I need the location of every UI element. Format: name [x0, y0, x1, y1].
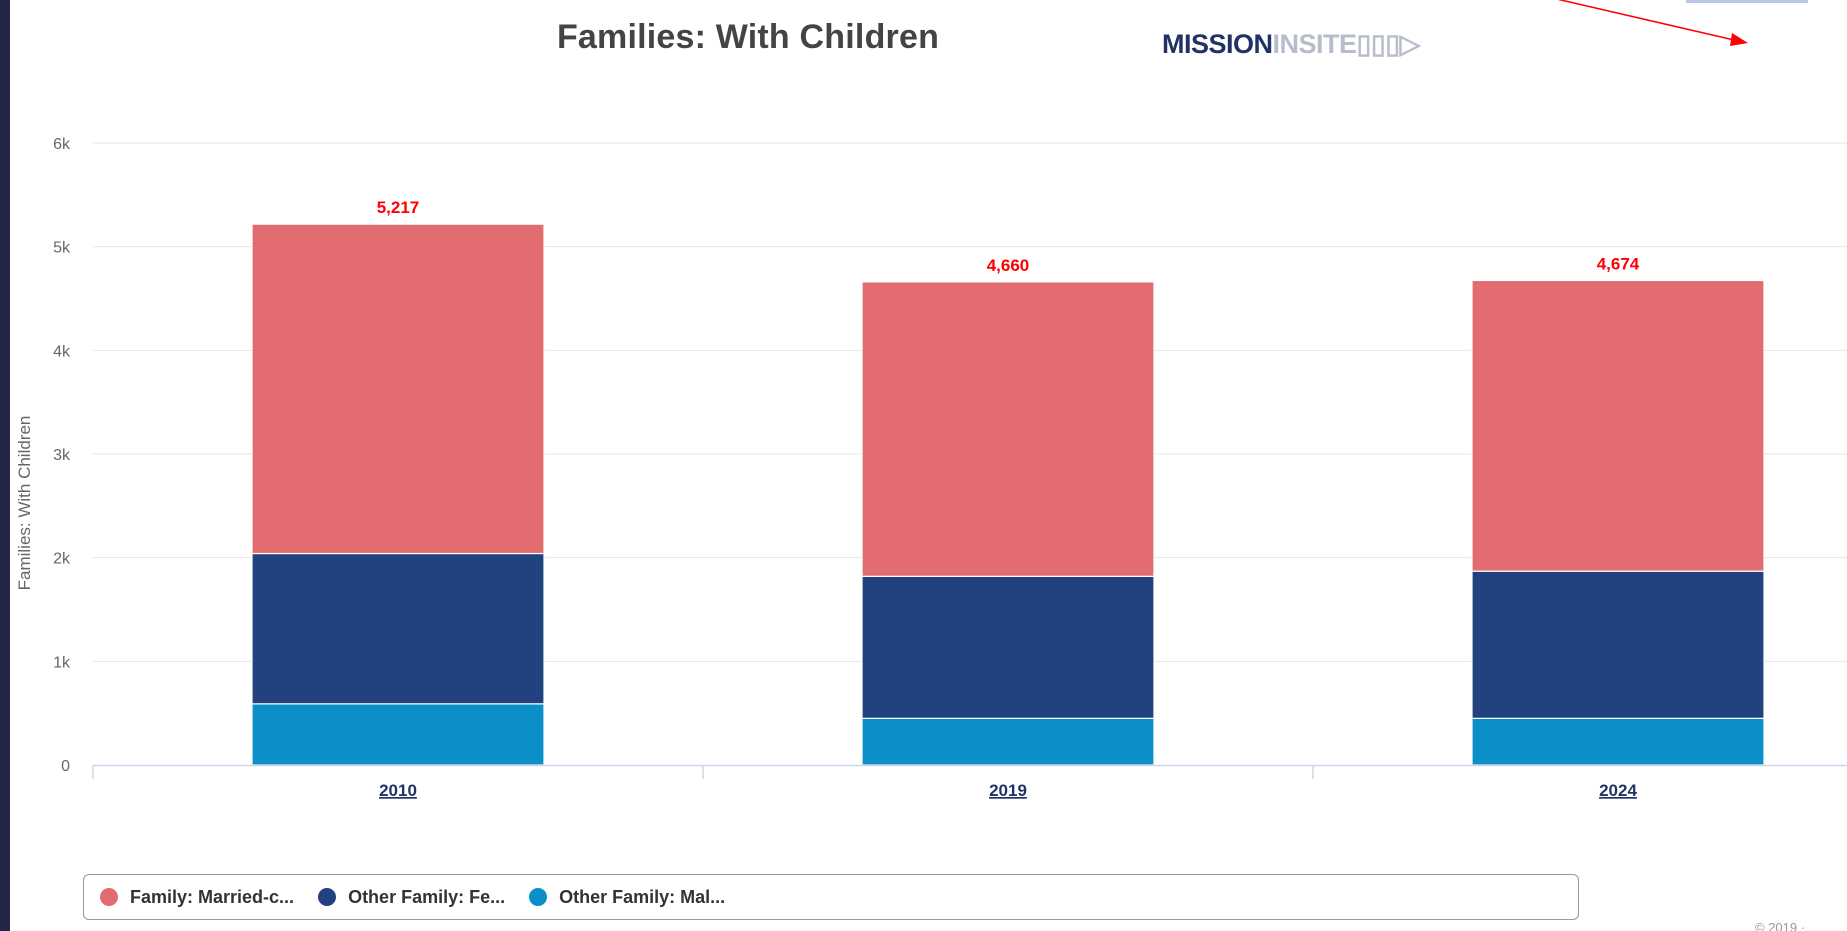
total-data-label: 4,660 [987, 256, 1030, 275]
x-axis-category-link[interactable]: 2019 [989, 781, 1027, 800]
total-data-label: 5,217 [377, 198, 420, 217]
y-tick-label: 6k [53, 136, 71, 153]
bar-segment[interactable] [861, 281, 1155, 577]
legend-item[interactable]: Other Family: Mal... [529, 887, 725, 908]
legend-dot-icon [529, 888, 548, 906]
logo-bars-icon: ▯▯▯▷ [1356, 29, 1421, 59]
bar-segment[interactable] [251, 552, 545, 705]
red-arrow-line [1557, 0, 1735, 41]
total-data-label: 4,674 [1597, 254, 1640, 273]
legend-label: Other Family: Fe... [348, 886, 506, 907]
bars [251, 223, 1765, 766]
missioninsite-logo: MISSIONINSITE▯▯▯▷ [1162, 29, 1420, 59]
y-tick-label: 2k [53, 551, 71, 568]
legend: Family: Married-c... Other Family: Fe... O… [83, 874, 1579, 920]
legend-dot-icon [318, 888, 337, 906]
y-tick-label: 0 [61, 758, 70, 775]
y-tick-label: 3k [53, 447, 71, 464]
y-axis-title: Families: With Children [15, 416, 34, 591]
bar-segment[interactable] [1471, 279, 1765, 572]
y-axis-ticks: 0 1k 2k 3k 4k 5k 6k [53, 136, 71, 775]
logo-text-mission: MISSION [1162, 29, 1273, 59]
x-axis: 2010 2019 2024 [92, 764, 1847, 800]
total-labels: 5,217 4,660 4,674 [377, 198, 1640, 275]
legend-label: Family: Married-c... [130, 886, 295, 907]
legend-item[interactable]: Other Family: Fe... [318, 887, 505, 908]
top-right-button-edge[interactable] [1686, 0, 1808, 3]
x-axis-category-link[interactable]: 2024 [1599, 781, 1637, 800]
bar-segment[interactable] [1471, 570, 1765, 719]
logo-text-insite: INSITE [1272, 29, 1358, 59]
y-tick-label: 5k [53, 240, 71, 257]
credits-text: © 2019 · [1755, 920, 1806, 931]
bar-segment[interactable] [1471, 717, 1765, 766]
bar-segment[interactable] [861, 717, 1155, 766]
y-tick-label: 1k [53, 654, 71, 671]
annotation-arrow [1557, 0, 1748, 46]
legend-item[interactable]: Family: Married-c... [100, 887, 294, 908]
legend-label: Other Family: Mal... [559, 886, 726, 907]
chart-panel: Families: With Children MISSIONINSITE▯▯▯… [10, 0, 1847, 931]
bar-segment[interactable] [251, 703, 545, 766]
x-axis-category-link[interactable]: 2010 [379, 781, 417, 800]
bar-segment[interactable] [251, 223, 545, 555]
chart-title: Families: With Children [556, 18, 940, 56]
bar-segment[interactable] [861, 575, 1155, 719]
y-tick-label: 4k [53, 343, 71, 360]
red-arrow-head [1730, 33, 1748, 46]
legend-dot-icon [100, 888, 118, 906]
